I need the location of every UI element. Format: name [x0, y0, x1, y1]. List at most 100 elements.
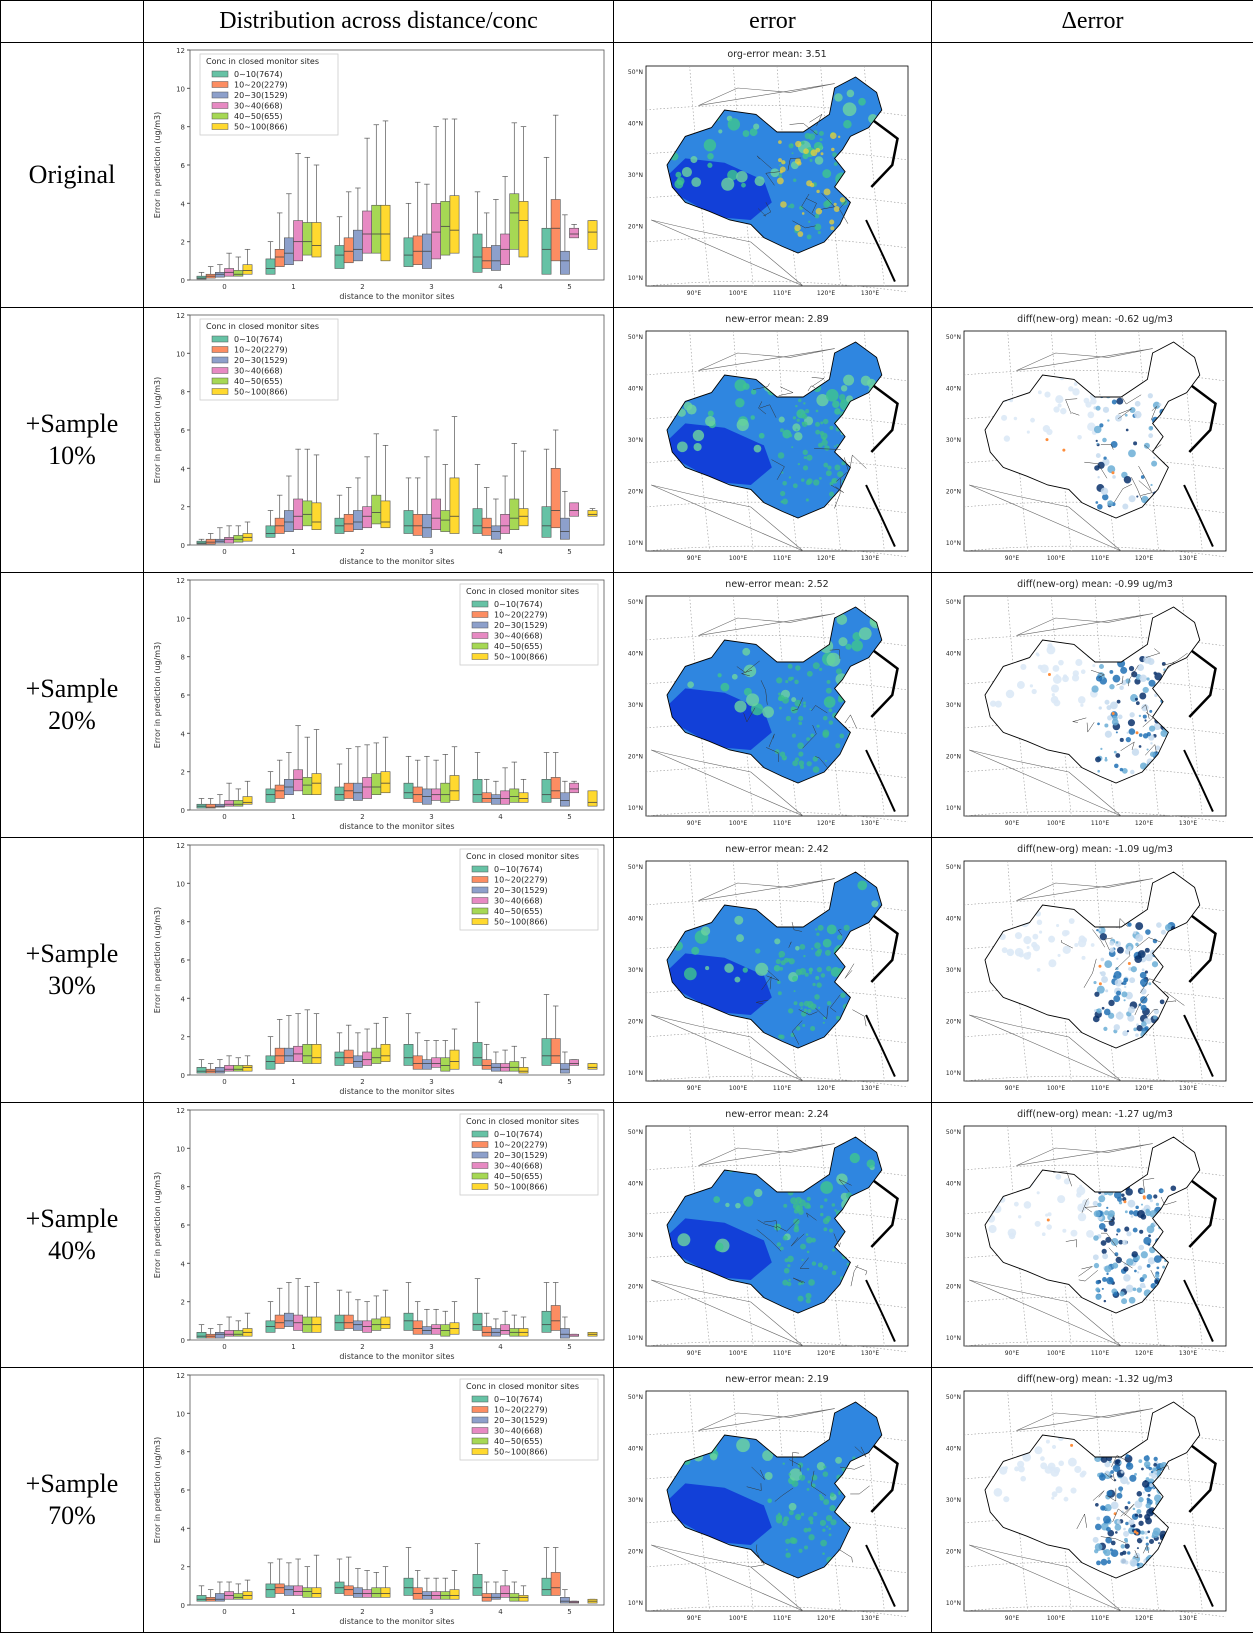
graticule: [1137, 1390, 1159, 1612]
spot: [1125, 1258, 1134, 1266]
spot: [794, 404, 798, 408]
spot: [775, 1516, 782, 1524]
spot: [824, 949, 831, 956]
spot: [817, 924, 824, 931]
spot: [1146, 1530, 1150, 1534]
x-tick-label: 1: [291, 548, 295, 556]
box: [439, 510, 450, 532]
spot: [1095, 439, 1098, 442]
spot: [1138, 733, 1143, 737]
box: [334, 1051, 344, 1066]
box: [439, 201, 450, 256]
graticule: [1137, 1125, 1159, 1347]
spot: [801, 212, 805, 215]
spot: [1032, 944, 1040, 952]
spot: [1146, 731, 1151, 737]
map-title: new-error mean: 2.42: [725, 844, 828, 855]
spot: [806, 1204, 811, 1209]
spot: [1002, 1496, 1009, 1503]
box: [559, 1063, 570, 1074]
spot: [778, 706, 782, 710]
spot: [793, 432, 803, 441]
province-outline: [760, 680, 768, 705]
spot: [1132, 1507, 1135, 1511]
legend-label: 30~40(668): [494, 632, 543, 641]
figure: new-error mean: 2.2450°N40°N30°N20°N10°N…: [627, 1109, 908, 1357]
province-outline: [1065, 1239, 1077, 1248]
y-tick-label: 12: [176, 312, 185, 320]
spot: [1122, 1274, 1131, 1282]
spot: [791, 760, 798, 767]
spot: [1115, 397, 1123, 405]
spot: [1139, 1282, 1145, 1289]
spot: [1103, 1228, 1107, 1232]
spot: [1115, 1011, 1124, 1020]
spot: [822, 1217, 829, 1225]
spot: [819, 1205, 823, 1209]
lon-label: 90°E: [1004, 555, 1019, 562]
spot: [1132, 1027, 1137, 1032]
spot: [1101, 493, 1108, 501]
x-tick-label: 1: [291, 1078, 295, 1086]
spot: [817, 442, 823, 448]
province-outline: [829, 649, 840, 659]
spot: [1136, 1210, 1145, 1219]
coastline: [869, 384, 899, 453]
figure: diff(new-org) mean: -0.99 ug/m350°N40°N3…: [945, 579, 1226, 827]
row-label-cell: +Sample 20%: [1, 573, 144, 838]
spot: [1057, 403, 1062, 408]
box: [403, 510, 413, 534]
box: [481, 247, 492, 269]
spot: [1140, 1021, 1147, 1027]
spot: [1092, 1015, 1100, 1023]
graticule: [1094, 1390, 1115, 1612]
spot: [1154, 1273, 1159, 1279]
spot: [1096, 1202, 1102, 1207]
lat-label: 40°N: [627, 121, 642, 128]
spot: [1124, 1210, 1128, 1214]
spot: [840, 385, 847, 392]
spot: [1047, 935, 1055, 943]
box: [343, 237, 354, 264]
box: [311, 773, 321, 795]
spot: [804, 972, 809, 977]
x-tick-label: 2: [360, 1608, 364, 1616]
spot: [1124, 1188, 1133, 1196]
spot: [801, 413, 807, 420]
box: [518, 201, 528, 258]
spot: [1123, 985, 1126, 989]
lon-label: 100°E: [1046, 555, 1064, 562]
x-tick-label: 5: [567, 813, 571, 821]
lat-label: 20°N: [627, 1549, 642, 1556]
spot: [840, 399, 844, 403]
spot: [791, 423, 800, 432]
spot: [1094, 1543, 1102, 1551]
spot: [1023, 1201, 1031, 1209]
spot: [681, 166, 692, 178]
spot: [1103, 1210, 1109, 1216]
y-tick-label: 8: [180, 124, 184, 132]
chart-cell: 0 2 4 6 8 10 12 0 1 2 3 4 5 distance to the monitor s…: [144, 1368, 614, 1633]
spot: [819, 1181, 833, 1194]
box: [472, 1312, 482, 1331]
spot: [831, 400, 840, 408]
spot: [810, 149, 817, 157]
legend-swatch: [471, 897, 488, 904]
legend-swatch: [211, 70, 228, 78]
spot: [812, 766, 819, 773]
legend-label: 40~50(655): [494, 642, 543, 651]
province-outline: [1100, 444, 1114, 450]
y-tick-label: 12: [176, 842, 185, 850]
spot: [1093, 465, 1100, 471]
legend-swatch: [471, 886, 488, 894]
box: [449, 1589, 459, 1600]
spot: [1103, 758, 1108, 762]
legend-label: 10~20(2279): [234, 81, 288, 90]
spot: [778, 170, 783, 174]
province-outline: [801, 725, 817, 749]
y-tick-label: 4: [180, 730, 185, 738]
neighbor-outline: [650, 484, 803, 552]
spot: [1136, 1547, 1139, 1550]
lon-label: 110°E: [1090, 820, 1108, 827]
